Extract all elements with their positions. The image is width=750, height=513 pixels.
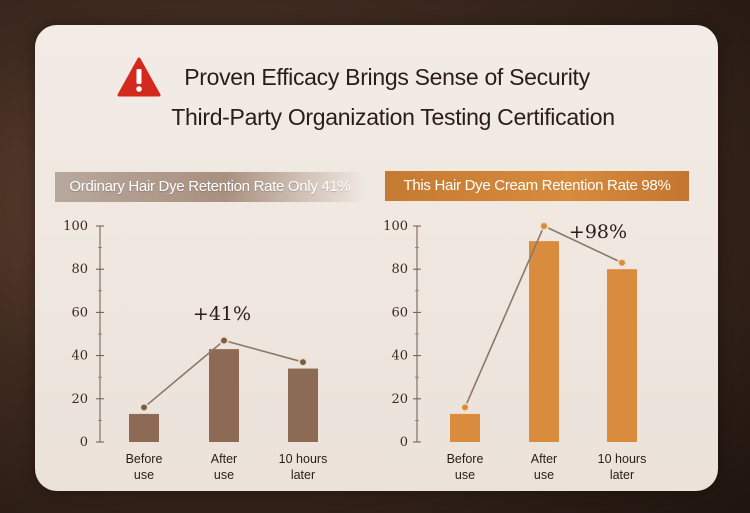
y-tick-label: 40 [391, 349, 408, 364]
bar-1 [450, 413, 480, 442]
y-tick-label: 0 [80, 435, 88, 450]
category-label-1: Before use [126, 452, 163, 482]
bar-1 [129, 413, 159, 442]
category-label-1: Before use [447, 452, 484, 482]
bar-2 [209, 349, 239, 442]
title-line-2: Third-Party Organization Testing Certifi… [171, 104, 615, 130]
category-label-2: After use [211, 452, 237, 482]
category-label-3: 10 hours later [279, 452, 328, 482]
trend-point-3 [300, 359, 306, 366]
y-tick-label: 80 [71, 262, 88, 277]
trend-point-1 [462, 404, 468, 411]
y-tick-label: 60 [71, 305, 88, 320]
trend-point-2 [541, 223, 547, 229]
y-tick-label: 40 [71, 349, 88, 364]
bar-3 [288, 368, 318, 442]
warning-mark-bar [136, 69, 142, 84]
warning-mark-dot [136, 86, 142, 92]
right-chart-banner: This Hair Dye Cream Retention Rate 98% [385, 171, 689, 201]
y-tick-label: 80 [391, 262, 408, 277]
y-tick-label: 60 [391, 305, 408, 320]
trend-point-3 [619, 259, 625, 266]
y-tick-label: 100 [63, 219, 88, 234]
y-tick-label: 0 [400, 435, 408, 450]
category-label-2: After use [531, 452, 557, 482]
y-tick-label: 20 [71, 392, 88, 407]
y-tick-label: 100 [383, 219, 408, 234]
y-tick-label: 20 [391, 392, 408, 407]
bar-3 [607, 269, 637, 442]
title-line-1: Proven Efficacy Brings Sense of Security [184, 64, 590, 90]
info-card [35, 25, 718, 491]
increase-annotation: +98% [569, 221, 627, 243]
bar-2 [529, 241, 559, 442]
left-chart-banner: Ordinary Hair Dye Retention Rate Only 41… [55, 172, 365, 202]
trend-point-2 [221, 337, 227, 344]
category-label-3: 10 hours later [598, 452, 647, 482]
warning-triangle-icon [117, 57, 161, 97]
increase-annotation: +41% [193, 303, 251, 325]
trend-point-1 [141, 404, 147, 411]
